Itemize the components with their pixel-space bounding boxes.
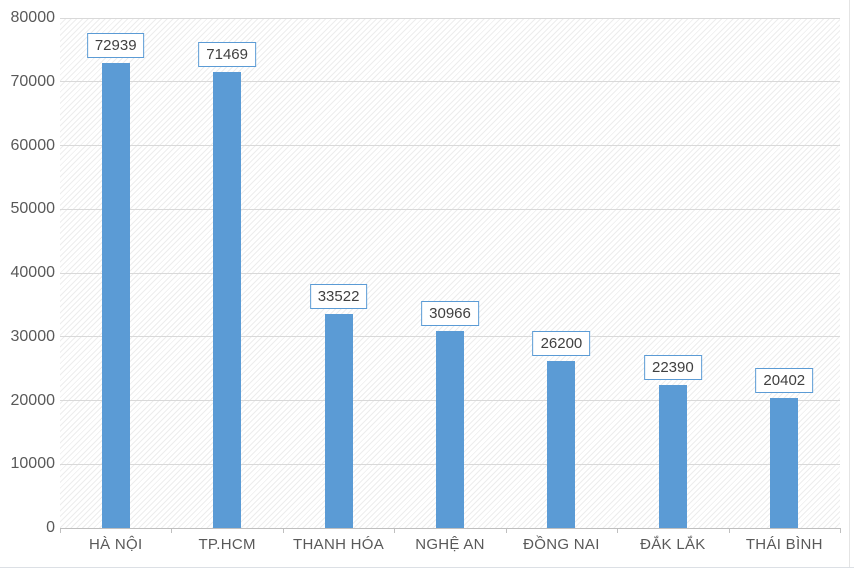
- bar-value-label: 30966: [421, 300, 479, 326]
- x-axis-label: NGHỆ AN: [415, 536, 485, 553]
- x-axis-tickmark: [282, 528, 284, 533]
- y-axis-tick-label: 60000: [10, 136, 56, 154]
- x-axis-tickmark: [171, 528, 173, 533]
- bar-value-label: 33522: [309, 284, 368, 310]
- x-axis-tickmark: [728, 528, 730, 533]
- bar: [324, 314, 353, 528]
- x-axis-tickmark: [505, 528, 507, 533]
- bar: [658, 385, 687, 528]
- y-axis-tick-label: 40000: [10, 264, 56, 281]
- chart-right-border: [849, 0, 850, 568]
- bar-value-label: 26200: [532, 330, 591, 356]
- x-axis-label: ĐẮK LẮK: [640, 536, 706, 553]
- bar: [213, 72, 242, 528]
- y-axis-tick-label: 30000: [10, 327, 56, 345]
- y-axis-tick-label: 0: [46, 519, 55, 536]
- x-axis-tickmark: [617, 528, 619, 533]
- bar-value-label: 22390: [643, 355, 702, 381]
- gridline: [60, 145, 840, 146]
- bar: [436, 330, 464, 528]
- x-axis-tickmark: [840, 528, 841, 533]
- y-axis-tick-label: 70000: [10, 72, 56, 90]
- y-axis-tick-label: 20000: [10, 391, 56, 409]
- bar-value-label: 71469: [198, 42, 256, 68]
- x-axis-label: THÁI BÌNH: [745, 536, 823, 553]
- x-axis-label: ĐỒNG NAI: [523, 536, 600, 553]
- x-axis-label: THANH HÓA: [293, 536, 385, 553]
- bar-value-label: 20402: [755, 367, 814, 393]
- y-axis-tick-label: 10000: [10, 455, 56, 473]
- y-axis-tick-label: 50000: [10, 200, 56, 218]
- gridline: [60, 272, 840, 274]
- y-axis-tick-label: 80000: [10, 9, 56, 26]
- gridline: [60, 17, 840, 19]
- bar-value-label: 72939: [86, 33, 145, 58]
- gridline: [60, 81, 840, 83]
- x-axis-tickmark: [60, 528, 61, 533]
- bar: [101, 63, 130, 528]
- chart-bottom-border: [0, 567, 854, 568]
- x-axis-tickmark: [394, 528, 396, 533]
- bar: [547, 360, 576, 528]
- x-axis-label: HÀ NỘI: [88, 536, 143, 553]
- x-axis-line: [60, 528, 840, 529]
- gridline: [60, 208, 840, 210]
- x-axis-label: TP.HCM: [198, 536, 256, 553]
- bar: [770, 397, 799, 528]
